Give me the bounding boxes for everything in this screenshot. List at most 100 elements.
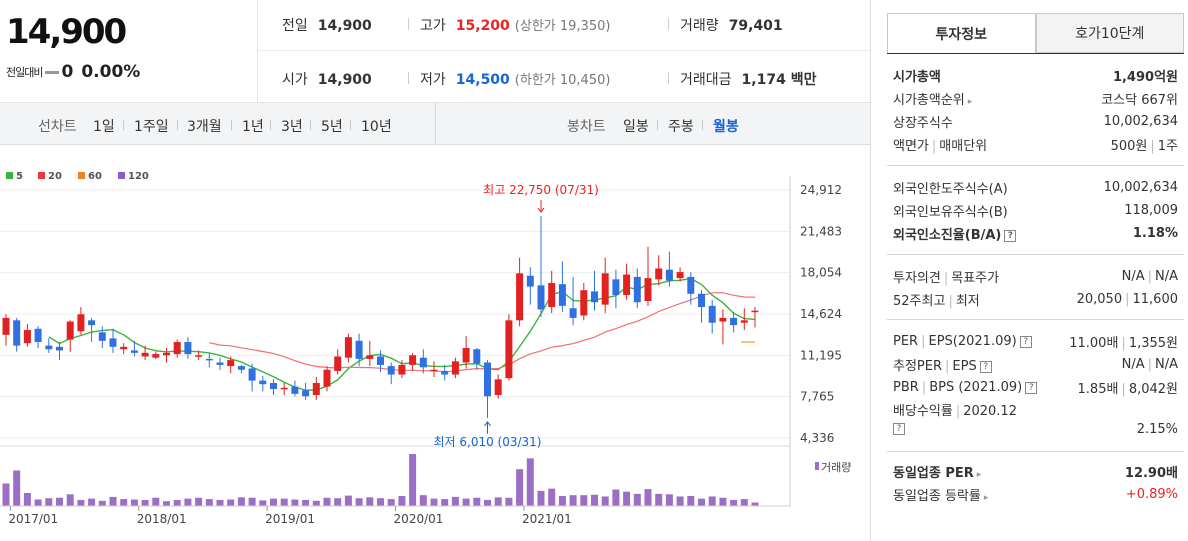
period-1y[interactable]: 1년 — [242, 119, 264, 135]
legend-swatch — [38, 172, 45, 179]
candle-body — [612, 279, 620, 296]
volume-bar — [280, 498, 288, 506]
candle-body — [569, 308, 577, 318]
stat-trade-value: 거래대금 1,174 백만 — [680, 72, 817, 88]
candle — [451, 357, 459, 379]
row-listed-shares: 상장주식수 10,002,634 — [893, 114, 1178, 131]
candle — [558, 261, 566, 312]
volume-bar — [2, 483, 10, 506]
legend-swatch — [6, 172, 13, 179]
volume-bar — [665, 494, 673, 506]
current-price: 14,900 — [6, 12, 127, 52]
stat-volume: 거래량 79,401 — [680, 18, 783, 34]
period-3y[interactable]: 3년 — [281, 119, 303, 135]
volume-bar — [377, 498, 384, 506]
help-icon[interactable]: ? — [1025, 381, 1038, 394]
candle-body — [719, 317, 727, 322]
period-weekly[interactable]: 주봉 — [668, 119, 694, 135]
period-3m[interactable]: 3개월 — [187, 119, 222, 135]
volume-bar — [740, 499, 748, 506]
candle-body — [312, 382, 320, 396]
help-icon[interactable]: ? — [1019, 335, 1032, 348]
candle — [152, 351, 160, 359]
candle-body — [665, 269, 673, 281]
volume-bar — [216, 499, 224, 506]
candle-body — [484, 362, 491, 397]
price-change: 전일대비 0 0.00% — [6, 62, 140, 82]
volume-bar — [430, 498, 438, 506]
candle-body — [601, 273, 609, 305]
volume-bar — [302, 499, 310, 506]
period-daily[interactable]: 일봉 — [623, 119, 649, 135]
volume-bar — [312, 500, 320, 506]
period-5y[interactable]: 5년 — [321, 119, 343, 135]
row-market-cap-rank[interactable]: 시가총액순위 ▸ 코스닥 667위 — [893, 93, 1178, 108]
row-market-cap: 시가총액 1,490억원 — [893, 70, 1178, 85]
row-foreign-limit: 외국인한도주식수(A) 10,002,634 — [893, 180, 1178, 197]
candle-body — [302, 390, 310, 397]
candle — [270, 379, 277, 396]
chart-axes: 24,912 21,483 18,054 14,624 11,195 7,765 4,336… — [0, 176, 851, 526]
period-bar: 선차트 1일 1주일 3개월 1년 3년 5년 10년 봉차트 일봉 주봉 월봉 — [0, 103, 870, 145]
candle-body — [270, 382, 277, 390]
valuation-section: PER | EPS(2021.09)? 11.00배 | 1,355원 추정PER | EP… — [887, 330, 1184, 439]
period-10y[interactable]: 10년 — [361, 119, 392, 135]
volume-bar — [698, 498, 705, 506]
volume-bar — [580, 495, 588, 506]
x-tick-label: 2018/01 — [137, 512, 187, 526]
x-tick-label: 2020/01 — [394, 512, 444, 526]
candle — [505, 314, 513, 381]
period-monthly[interactable]: 월봉 — [713, 119, 739, 135]
candle — [355, 333, 363, 367]
candle — [441, 364, 449, 381]
volume-bar — [462, 498, 470, 506]
candle — [430, 361, 438, 377]
volume-bar — [494, 497, 502, 506]
volume-bar — [227, 499, 235, 506]
volume-bar — [259, 500, 267, 506]
change-value: 0 — [61, 62, 74, 82]
tab-invest-info[interactable]: 투자정보 — [887, 13, 1036, 53]
volume-bar — [34, 499, 42, 506]
candle — [612, 269, 620, 309]
candle-body — [248, 368, 256, 381]
volume-legend-swatch — [815, 462, 819, 470]
candle — [291, 380, 299, 397]
candle-body — [698, 293, 705, 308]
volume-bar — [644, 489, 652, 506]
row-opinion: 투자의견 | 목표주가 N/A | N/A — [893, 269, 1178, 286]
volume-bar — [248, 497, 256, 506]
help-icon[interactable]: ? — [893, 423, 905, 435]
candle — [23, 323, 31, 347]
period-1d[interactable]: 1일 — [93, 119, 115, 135]
candle — [676, 267, 684, 282]
help-icon[interactable]: ? — [979, 360, 992, 373]
tab-orderbook[interactable]: 호가10단계 — [1035, 13, 1184, 53]
candle-body — [77, 314, 85, 332]
volume-bar — [23, 493, 31, 506]
row-sector-change[interactable]: 동일업종 등락률 ▸ +0.89% — [893, 487, 1178, 504]
candle — [751, 307, 759, 328]
price-box: 14,900 전일대비 0 0.00% — [0, 0, 258, 103]
candle — [56, 342, 63, 361]
candle-body — [377, 356, 384, 365]
volume-bar — [66, 494, 74, 506]
volume-bar — [558, 496, 566, 506]
max-annotation: 최고 22,750 (07/31) — [483, 183, 599, 197]
candle-body — [163, 352, 170, 356]
period-1w[interactable]: 1주일 — [134, 119, 169, 135]
volume-bar — [526, 458, 534, 506]
volume-bar — [56, 497, 63, 506]
volume-bar — [120, 499, 128, 506]
candle — [526, 267, 534, 305]
row-sector-per[interactable]: 동일업종 PER ▸ 12.90배 — [893, 466, 1178, 481]
candle-body — [526, 275, 534, 287]
candle — [719, 309, 727, 345]
volume-bars — [2, 454, 759, 506]
row-52week: 52주최고 | 최저 20,050 | 11,600 — [893, 292, 1178, 309]
candle-body — [751, 310, 759, 313]
ma-legend: 5 20 60 120 — [6, 171, 149, 182]
candle-body — [152, 354, 160, 358]
volume-bar — [751, 502, 759, 506]
help-icon[interactable]: ? — [1004, 229, 1017, 242]
